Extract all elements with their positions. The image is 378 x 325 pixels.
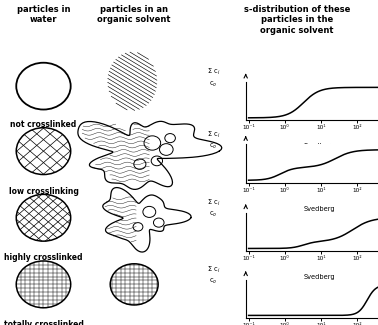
Circle shape xyxy=(110,264,158,305)
Text: totally crosslinked: totally crosslinked xyxy=(3,320,84,325)
Text: s-distribution of these
particles in the
organic solvent: s-distribution of these particles in the… xyxy=(243,5,350,35)
Text: c$_o$: c$_o$ xyxy=(209,80,217,89)
Text: Svedberg: Svedberg xyxy=(304,206,335,212)
Text: not crosslinked: not crosslinked xyxy=(10,120,77,129)
Text: $\Sigma$ c$_i$: $\Sigma$ c$_i$ xyxy=(207,129,220,140)
Circle shape xyxy=(16,128,71,175)
Text: $\Sigma$ c$_i$: $\Sigma$ c$_i$ xyxy=(207,265,220,275)
Text: particles in
water: particles in water xyxy=(17,5,70,24)
Text: c$_o$: c$_o$ xyxy=(209,142,217,151)
Text: particles in an
organic solvent: particles in an organic solvent xyxy=(98,5,171,24)
Text: low crosslinking: low crosslinking xyxy=(9,187,78,196)
Text: Svedberg: Svedberg xyxy=(304,274,335,280)
Circle shape xyxy=(16,194,71,241)
Text: $\Sigma$ c$_i$: $\Sigma$ c$_i$ xyxy=(207,198,220,208)
Text: $\Sigma$ c$_i$: $\Sigma$ c$_i$ xyxy=(207,67,220,77)
Text: c$_o$: c$_o$ xyxy=(209,210,217,219)
Text: c$_o$: c$_o$ xyxy=(209,277,217,286)
Circle shape xyxy=(16,261,71,308)
Text: highly crosslinked: highly crosslinked xyxy=(4,254,83,263)
Text: Svedberg: Svedberg xyxy=(304,143,335,149)
